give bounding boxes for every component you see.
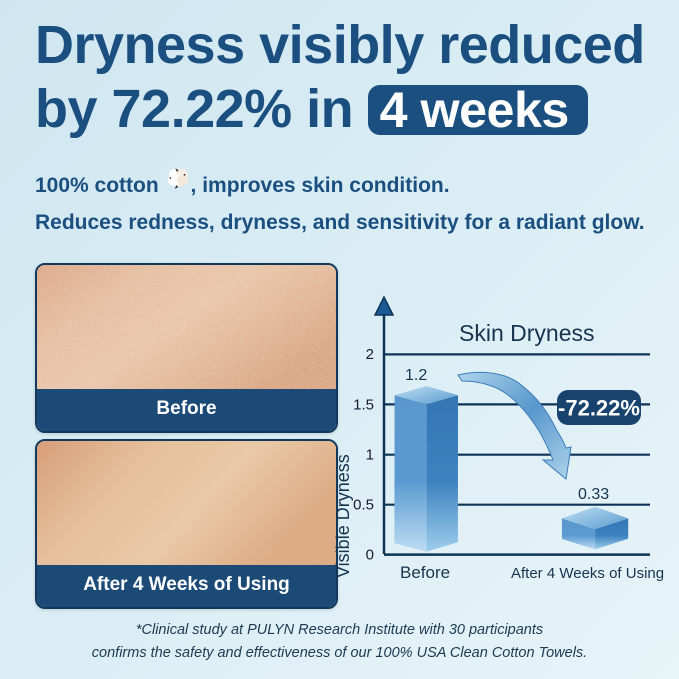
svg-text:After 4 Weeks of Using: After 4 Weeks of Using — [511, 565, 664, 582]
svg-text:0.5: 0.5 — [353, 497, 374, 514]
svg-text:0.33: 0.33 — [578, 486, 609, 503]
svg-text:Skin Dryness: Skin Dryness — [459, 320, 594, 346]
svg-text:Before: Before — [400, 563, 450, 582]
svg-text:0: 0 — [366, 547, 374, 564]
svg-text:-72.22%: -72.22% — [558, 396, 640, 421]
svg-text:1.2: 1.2 — [405, 367, 427, 384]
svg-text:2: 2 — [366, 346, 374, 363]
svg-text:1: 1 — [366, 447, 374, 464]
svg-text:1.5: 1.5 — [353, 396, 374, 413]
svg-text:Visible Dryness: Visible Dryness — [333, 454, 353, 578]
